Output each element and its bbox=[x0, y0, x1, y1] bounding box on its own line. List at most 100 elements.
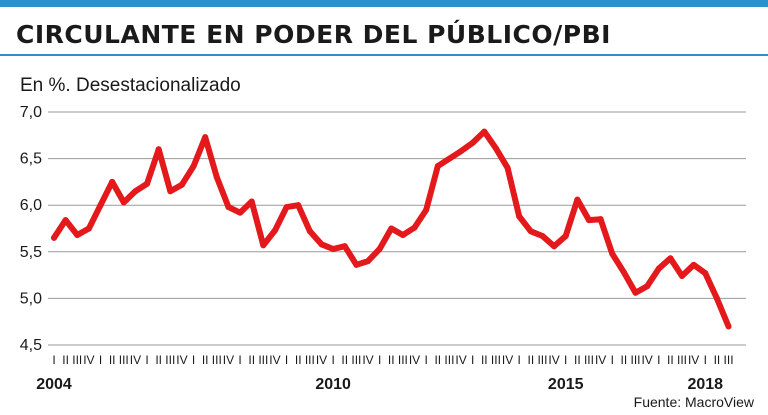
x-quarter-label: I bbox=[424, 353, 427, 367]
x-quarter-label: II bbox=[481, 353, 488, 367]
x-quarter-label: I bbox=[518, 353, 521, 367]
data-point bbox=[178, 181, 185, 188]
x-quarter-label: II bbox=[248, 353, 255, 367]
x-quarter-label: IV bbox=[269, 353, 280, 367]
x-quarter-label: III bbox=[212, 353, 222, 367]
unit-label: En %. Desestacionalizado bbox=[20, 75, 241, 96]
x-quarter-label: IV bbox=[409, 353, 420, 367]
x-quarter-label: III bbox=[724, 353, 734, 367]
x-year-label: 2018 bbox=[687, 376, 723, 393]
x-quarter-label: II bbox=[109, 353, 116, 367]
x-quarter-label: II bbox=[202, 353, 209, 367]
y-tick-label: 5,0 bbox=[20, 290, 42, 307]
data-point bbox=[446, 155, 453, 162]
data-point bbox=[632, 289, 639, 296]
y-axis-labels: 7,0 6,5 6,0 5,5 5,0 4,5 bbox=[20, 104, 42, 354]
data-point bbox=[202, 134, 209, 141]
data-point bbox=[62, 217, 69, 224]
x-quarter-label: I bbox=[657, 353, 660, 367]
data-point bbox=[318, 241, 325, 248]
data-point bbox=[225, 204, 232, 211]
x-quarter-label: IV bbox=[362, 353, 373, 367]
x-year-label: 2015 bbox=[548, 376, 584, 393]
data-point bbox=[609, 250, 616, 257]
data-point bbox=[423, 206, 430, 213]
x-quarter-label: II bbox=[155, 353, 162, 367]
data-point bbox=[132, 188, 139, 195]
x-quarter-label: II bbox=[621, 353, 628, 367]
data-point bbox=[492, 145, 499, 152]
x-quarter-label: II bbox=[434, 353, 441, 367]
x-quarter-label: III bbox=[258, 353, 268, 367]
data-point bbox=[283, 204, 290, 211]
data-point bbox=[725, 323, 732, 330]
x-quarter-label: IV bbox=[83, 353, 94, 367]
data-point bbox=[376, 246, 383, 253]
x-quarter-label: III bbox=[165, 353, 175, 367]
y-tick-label: 4,5 bbox=[20, 337, 42, 354]
x-quarter-label: IV bbox=[316, 353, 327, 367]
x-quarter-label: III bbox=[444, 353, 454, 367]
data-point bbox=[341, 243, 348, 250]
x-quarter-label: I bbox=[192, 353, 195, 367]
series-layer bbox=[51, 128, 732, 330]
data-point bbox=[481, 128, 488, 135]
data-point bbox=[213, 174, 220, 181]
x-quarter-label: I bbox=[285, 353, 288, 367]
x-quarter-label: IV bbox=[688, 353, 699, 367]
data-point bbox=[597, 216, 604, 223]
x-year-label: 2004 bbox=[36, 376, 72, 393]
data-point bbox=[295, 202, 302, 209]
data-point bbox=[248, 198, 255, 205]
x-quarter-label: II bbox=[341, 353, 348, 367]
data-point bbox=[260, 242, 267, 249]
data-point bbox=[574, 196, 581, 203]
x-quarter-label: IV bbox=[176, 353, 187, 367]
x-quarter-label: III bbox=[398, 353, 408, 367]
x-quarter-label: I bbox=[704, 353, 707, 367]
x-quarter-label: II bbox=[295, 353, 302, 367]
x-quarter-label: I bbox=[471, 353, 474, 367]
x-quarter-label: I bbox=[564, 353, 567, 367]
title-block: CIRCULANTE EN PODER DEL PÚBLICO/PBI bbox=[0, 16, 768, 56]
x-axis-labels: I II III IV I II III IV I II III IV I II III IV I II III IV… bbox=[36, 353, 733, 393]
x-quarter-label: IV bbox=[595, 353, 606, 367]
x-quarter-label: III bbox=[537, 353, 547, 367]
x-year-label: 2010 bbox=[315, 376, 351, 393]
data-point bbox=[585, 217, 592, 224]
data-point bbox=[167, 188, 174, 195]
data-point bbox=[306, 228, 313, 235]
x-quarter-label: III bbox=[305, 353, 315, 367]
x-quarter-label: III bbox=[630, 353, 640, 367]
x-quarter-label: IV bbox=[502, 353, 513, 367]
data-point bbox=[190, 163, 197, 170]
data-point bbox=[713, 295, 720, 302]
x-quarter-label: II bbox=[388, 353, 395, 367]
data-point bbox=[237, 209, 244, 216]
data-point bbox=[620, 269, 627, 276]
data-point bbox=[469, 139, 476, 146]
data-point bbox=[144, 180, 151, 187]
data-point bbox=[271, 227, 278, 234]
source-note: Fuente: MacroView bbox=[633, 394, 754, 410]
x-quarter-label: IV bbox=[548, 353, 559, 367]
data-point bbox=[74, 232, 81, 239]
x-quarter-label: III bbox=[584, 353, 594, 367]
y-tick-label: 6,5 bbox=[20, 151, 42, 168]
x-quarter-label: I bbox=[52, 353, 55, 367]
x-quarter-label: III bbox=[677, 353, 687, 367]
x-quarter-label: IV bbox=[130, 353, 141, 367]
data-point bbox=[365, 258, 372, 265]
y-tick-label: 5,5 bbox=[20, 244, 42, 261]
data-point bbox=[644, 283, 651, 290]
y-tick-label: 6,0 bbox=[20, 197, 42, 214]
data-point bbox=[690, 261, 697, 268]
data-point bbox=[527, 228, 534, 235]
data-point bbox=[516, 213, 523, 220]
x-quarter-label: II bbox=[527, 353, 534, 367]
data-point bbox=[562, 232, 569, 239]
data-point bbox=[109, 178, 116, 185]
data-point bbox=[51, 234, 57, 241]
data-point bbox=[679, 273, 686, 280]
data-point bbox=[551, 243, 558, 250]
